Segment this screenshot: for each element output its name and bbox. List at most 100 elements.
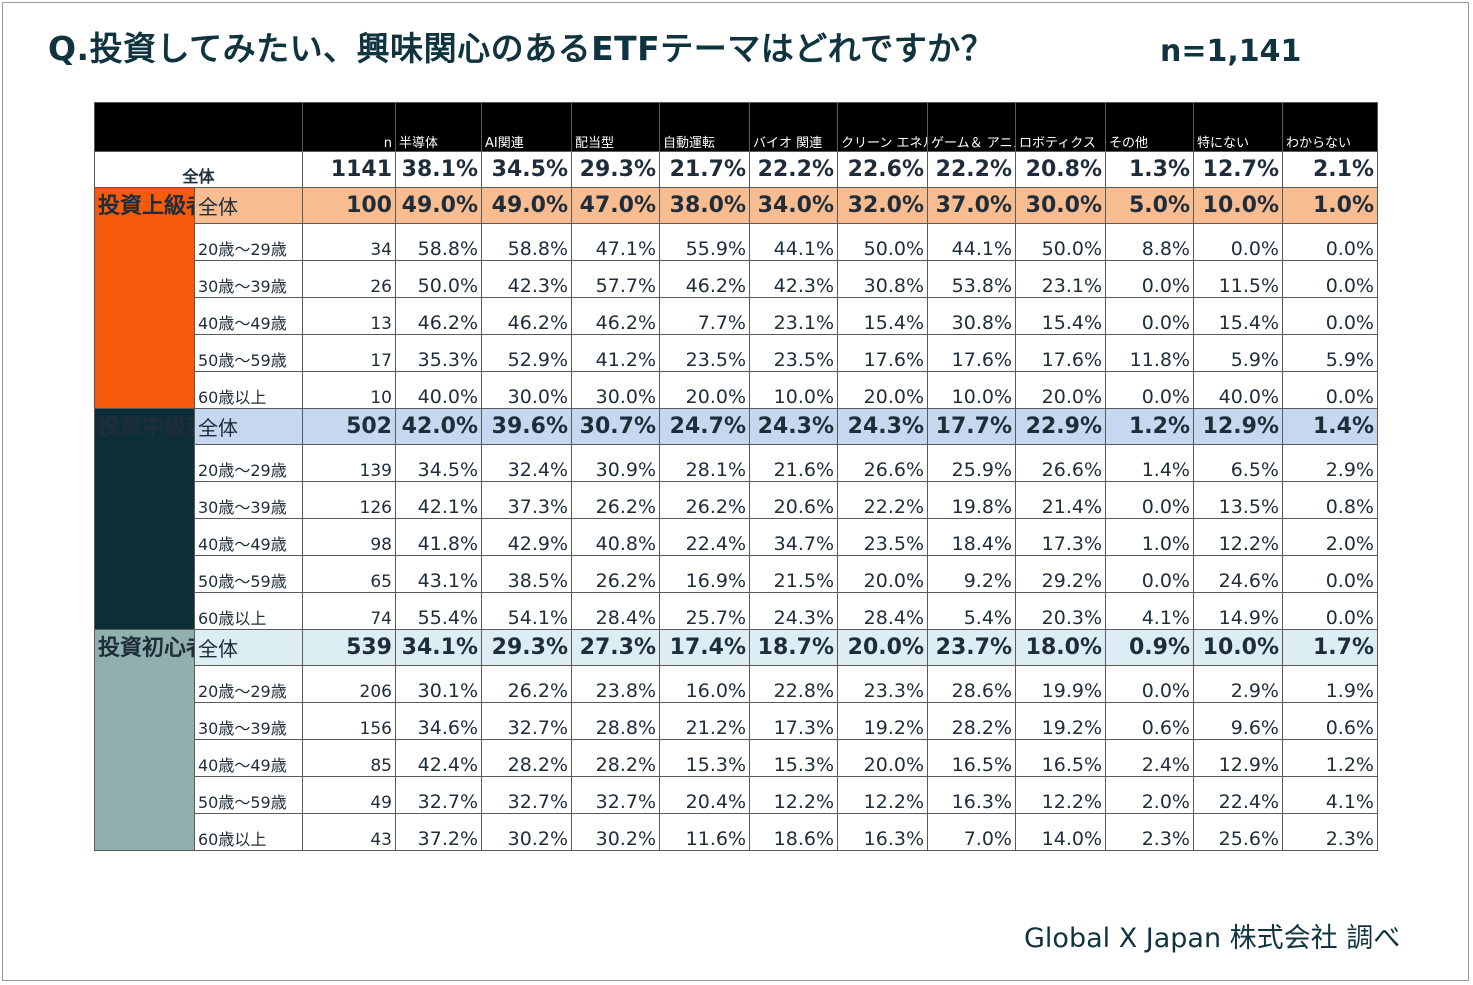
percent-cell: 4.1% [1105,592,1194,630]
sample-size-label: n=1,141 [1160,34,1302,69]
percent-cell: 28.1% [659,444,750,482]
percent-cell: 20.0% [659,371,750,409]
row-label: 60歳以上 [194,371,303,409]
percent-cell: 2.3% [1282,813,1378,851]
percent-cell: 34.7% [749,518,838,556]
percent-cell: 30.0% [571,371,660,409]
percent-cell: 0.9% [1105,629,1194,666]
sample-count-cell: 49 [302,776,396,814]
percent-cell: 26.6% [1015,444,1106,482]
table-row: 40歳～49歳 98 41.8% 42.9% 40.8% 22.4% 34.7% 23.5% 1… [95,518,1378,556]
segment-label: 投資上級者 [94,187,195,409]
percent-cell: 28.4% [571,592,660,630]
column-header: AI関連 [481,102,572,152]
percent-cell: 42.3% [481,260,572,298]
percent-cell: 32.0% [837,187,928,224]
table-row: 40歳～49歳 85 42.4% 28.2% 28.2% 15.3% 15.3% 20.0% 1… [95,739,1378,777]
percent-cell: 19.9% [1015,665,1106,703]
row-label: 全体 [194,408,303,445]
percent-cell: 57.7% [571,260,660,298]
percent-cell: 12.2% [837,776,928,814]
segment-label: 投資初心者 [94,629,195,851]
sample-count-cell: 156 [302,702,396,740]
row-label: 20歳～29歳 [194,444,303,482]
percent-cell: 0.0% [1282,260,1378,298]
percent-cell: 30.9% [571,444,660,482]
percent-cell: 41.8% [395,518,482,556]
percent-cell: 22.8% [749,665,838,703]
sample-count-cell: 85 [302,739,396,777]
table-row: 60歳以上 74 55.4% 54.1% 28.4% 25.7% 24.3% 28.4% 5.4… [95,592,1378,630]
table-row: 20歳～29歳 139 34.5% 32.4% 30.9% 28.1% 21.6% 26.6%… [95,444,1378,482]
percent-cell: 26.2% [659,481,750,519]
percent-cell: 14.9% [1193,592,1283,630]
column-header: わからない [1282,102,1378,152]
row-label: 60歳以上 [194,813,303,851]
percent-cell: 10.0% [1193,629,1283,666]
percent-cell: 30.2% [481,813,572,851]
percent-cell: 17.3% [1015,518,1106,556]
percent-cell: 30.0% [481,371,572,409]
percent-cell: 19.2% [837,702,928,740]
percent-cell: 46.2% [395,297,482,335]
percent-cell: 28.4% [837,592,928,630]
percent-cell: 18.0% [1015,629,1106,666]
column-header: ロボティクス [1015,102,1106,152]
percent-cell: 32.7% [481,702,572,740]
percent-cell: 0.0% [1105,665,1194,703]
column-header: 配当型 [571,102,660,152]
percent-cell: 23.7% [927,629,1016,666]
row-label: 30歳～39歳 [194,481,303,519]
column-header: クリーン エネルギー [837,102,928,152]
percent-cell: 7.7% [659,297,750,335]
percent-cell: 0.0% [1282,297,1378,335]
percent-cell: 42.3% [749,260,838,298]
percent-cell: 42.1% [395,481,482,519]
percent-cell: 46.2% [481,297,572,335]
table-row: 50歳～59歳 49 32.7% 32.7% 32.7% 20.4% 12.2% 12.2% 1… [95,776,1378,814]
percent-cell: 20.3% [1015,592,1106,630]
percent-cell: 24.3% [837,408,928,445]
percent-cell: 12.9% [1193,408,1283,445]
percent-cell: 29.3% [481,629,572,666]
table-row: 30歳～39歳 156 34.6% 32.7% 28.8% 21.2% 17.3% 19.2%… [95,702,1378,740]
percent-cell: 28.6% [927,665,1016,703]
percent-cell: 0.0% [1193,223,1283,261]
percent-cell: 20.0% [837,629,928,666]
column-header: バイオ 関連 [749,102,838,152]
sample-count-cell: 43 [302,813,396,851]
percent-cell: 55.4% [395,592,482,630]
percent-cell: 27.3% [571,629,660,666]
percent-cell: 19.8% [927,481,1016,519]
percent-cell: 0.0% [1105,297,1194,335]
percent-cell: 0.0% [1282,592,1378,630]
percent-cell: 20.0% [837,739,928,777]
percent-cell: 0.6% [1282,702,1378,740]
percent-cell: 2.4% [1105,739,1194,777]
percent-cell: 49.0% [395,187,482,224]
row-label: 40歳～49歳 [194,739,303,777]
percent-cell: 20.6% [749,481,838,519]
percent-cell: 15.4% [1015,297,1106,335]
percent-cell: 20.4% [659,776,750,814]
percent-cell: 18.4% [927,518,1016,556]
percent-cell: 44.1% [927,223,1016,261]
percent-cell: 0.0% [1105,481,1194,519]
percent-cell: 50.0% [1015,223,1106,261]
percent-cell: 21.4% [1015,481,1106,519]
percent-cell: 22.6% [837,151,928,188]
row-label: 60歳以上 [194,592,303,630]
percent-cell: 12.2% [749,776,838,814]
percent-cell: 14.0% [1015,813,1106,851]
row-label: 20歳～29歳 [194,665,303,703]
percent-cell: 28.8% [571,702,660,740]
percent-cell: 17.3% [749,702,838,740]
percent-cell: 26.2% [481,665,572,703]
percent-cell: 30.0% [1015,187,1106,224]
column-header: 特にない [1193,102,1283,152]
percent-cell: 11.8% [1105,334,1194,372]
percent-cell: 54.1% [481,592,572,630]
percent-cell: 1.9% [1282,665,1378,703]
percent-cell: 25.9% [927,444,1016,482]
